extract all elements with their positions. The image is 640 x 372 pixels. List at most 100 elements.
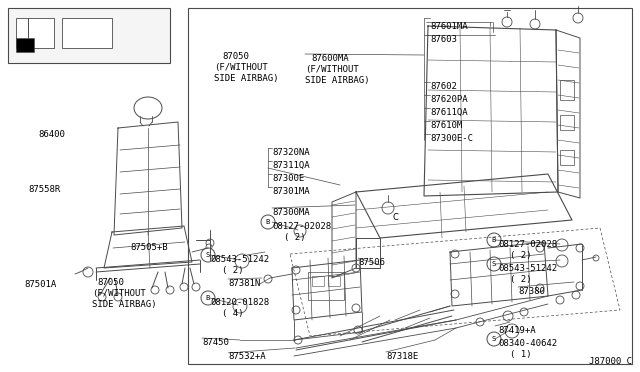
- Circle shape: [520, 308, 528, 316]
- Text: SIDE AIRBAG): SIDE AIRBAG): [92, 300, 157, 309]
- Text: B: B: [206, 295, 210, 301]
- Circle shape: [576, 244, 584, 252]
- Circle shape: [536, 244, 544, 252]
- Circle shape: [354, 326, 362, 334]
- Text: 87300E: 87300E: [272, 174, 304, 183]
- Circle shape: [487, 257, 501, 271]
- Circle shape: [556, 239, 568, 251]
- Circle shape: [572, 291, 580, 299]
- Text: 87050: 87050: [222, 52, 249, 61]
- Circle shape: [556, 255, 568, 267]
- Text: 87300E-C: 87300E-C: [430, 134, 473, 143]
- Text: ( 2): ( 2): [510, 251, 531, 260]
- Text: ( 2): ( 2): [510, 275, 531, 284]
- Circle shape: [233, 299, 247, 313]
- Circle shape: [451, 250, 459, 258]
- Text: B: B: [266, 219, 270, 225]
- Circle shape: [505, 324, 519, 338]
- Bar: [62, 18, 112, 48]
- Bar: [560, 80, 574, 100]
- Circle shape: [502, 17, 512, 27]
- Text: 0: 0: [18, 44, 22, 53]
- Circle shape: [352, 264, 360, 272]
- Circle shape: [476, 318, 484, 326]
- Text: 87501A: 87501A: [24, 280, 56, 289]
- Circle shape: [98, 293, 106, 301]
- Text: 87505+B: 87505+B: [130, 243, 168, 252]
- Text: ( 4): ( 4): [222, 309, 243, 318]
- Text: 87610M: 87610M: [430, 121, 462, 130]
- Circle shape: [261, 215, 275, 229]
- Text: 87301MA: 87301MA: [272, 187, 310, 196]
- Text: ( 1): ( 1): [510, 350, 531, 359]
- Circle shape: [192, 283, 200, 291]
- Text: 87300MA: 87300MA: [272, 208, 310, 217]
- Circle shape: [487, 332, 501, 346]
- Text: 87611QA: 87611QA: [430, 108, 468, 117]
- Bar: [16, 18, 54, 48]
- Circle shape: [206, 244, 212, 250]
- Circle shape: [201, 248, 215, 262]
- Text: 87381N: 87381N: [228, 279, 260, 288]
- Text: 87050: 87050: [97, 278, 124, 287]
- Text: SIDE AIRBAG): SIDE AIRBAG): [214, 74, 278, 83]
- Circle shape: [503, 311, 513, 321]
- Circle shape: [352, 304, 360, 312]
- Text: S: S: [492, 261, 496, 267]
- Circle shape: [292, 266, 300, 274]
- Text: ( 2): ( 2): [222, 266, 243, 275]
- Circle shape: [114, 293, 122, 301]
- Circle shape: [294, 225, 306, 237]
- Text: 08120-01828: 08120-01828: [210, 298, 269, 307]
- Text: 86400: 86400: [38, 130, 65, 139]
- Circle shape: [151, 286, 159, 294]
- Text: 87602: 87602: [430, 82, 457, 91]
- Text: 87320NA: 87320NA: [272, 148, 310, 157]
- Circle shape: [573, 13, 583, 23]
- Text: 87380: 87380: [518, 287, 545, 296]
- Text: ( 2): ( 2): [284, 233, 305, 242]
- Text: 87620PA: 87620PA: [430, 95, 468, 104]
- Text: 87419+A: 87419+A: [498, 326, 536, 335]
- Circle shape: [487, 233, 501, 247]
- Text: 87600MA: 87600MA: [311, 54, 349, 63]
- Text: B: B: [492, 237, 496, 243]
- Text: 08340-40642: 08340-40642: [498, 339, 557, 348]
- Text: 87311QA: 87311QA: [272, 161, 310, 170]
- Text: J87000 C: J87000 C: [589, 357, 632, 366]
- Text: 87603: 87603: [430, 35, 457, 44]
- Circle shape: [451, 290, 459, 298]
- Text: (F/WITHOUT: (F/WITHOUT: [305, 65, 359, 74]
- Circle shape: [593, 255, 599, 261]
- Text: S: S: [206, 252, 210, 258]
- Circle shape: [382, 202, 394, 214]
- Circle shape: [180, 283, 188, 291]
- Bar: [560, 150, 574, 165]
- Text: S: S: [492, 336, 496, 342]
- Text: 87318E: 87318E: [386, 352, 419, 361]
- Bar: [312, 276, 324, 286]
- Ellipse shape: [134, 97, 162, 119]
- Bar: [16, 38, 34, 52]
- Bar: [8, 8, 170, 63]
- Bar: [328, 276, 340, 286]
- Circle shape: [83, 267, 93, 277]
- Bar: [308, 272, 344, 300]
- Circle shape: [530, 19, 540, 29]
- Text: 08543-51242: 08543-51242: [210, 255, 269, 264]
- Circle shape: [576, 282, 584, 290]
- Circle shape: [264, 275, 272, 283]
- Circle shape: [536, 284, 544, 292]
- Circle shape: [235, 254, 249, 268]
- Text: 08543-51242: 08543-51242: [498, 264, 557, 273]
- Text: (F/WITHOUT: (F/WITHOUT: [92, 289, 146, 298]
- Text: 87558R: 87558R: [28, 185, 60, 194]
- Circle shape: [206, 239, 214, 247]
- Circle shape: [292, 306, 300, 314]
- Text: (F/WITHOUT: (F/WITHOUT: [214, 63, 268, 72]
- Text: 87601MA: 87601MA: [430, 22, 468, 31]
- Text: SIDE AIRBAG): SIDE AIRBAG): [305, 76, 369, 85]
- Text: 87506: 87506: [358, 258, 385, 267]
- Text: 87532+A: 87532+A: [228, 352, 266, 361]
- Bar: [560, 115, 574, 130]
